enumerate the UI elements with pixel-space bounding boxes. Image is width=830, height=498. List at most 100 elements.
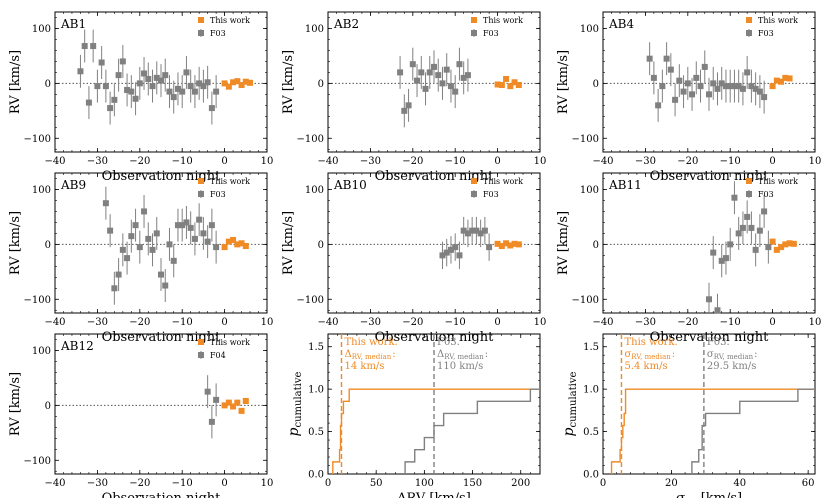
data-point [405,102,412,109]
panel-label: AB10 [333,178,367,192]
data-point [782,74,789,81]
series-this-work [494,75,522,90]
x-tick-label: 0 [221,317,227,328]
x-tick-label: 20 [665,478,678,489]
y-axis-label: RV [km/s] [8,372,23,436]
data-point [191,88,198,95]
y-tick-label: −100 [24,295,51,306]
data-point [136,80,143,87]
x-tick-label: 0 [600,478,606,489]
data-point [115,271,122,278]
y-axis-label: RV [km/s] [8,50,23,114]
data-point [744,213,751,220]
data-point [242,78,249,85]
data-point [503,75,510,82]
y-tick-label: 100 [32,185,51,196]
data-point [225,399,232,406]
data-point [418,69,425,76]
x-tick-label: −20 [129,478,150,489]
x-tick-label: 50 [370,478,383,489]
data-point [727,83,734,90]
y-axis-label: RV [km/s] [556,211,571,275]
legend-marker [471,178,477,184]
y-axis-label: RV [km/s] [281,50,296,114]
data-point [507,242,514,249]
median-subscript: RV, median [714,353,754,361]
y-tick-label: 100 [305,24,324,35]
y-label-sub: cumulative [293,371,304,427]
x-tick-label: −10 [172,478,193,489]
median-annotation-symbol: σRV, median: [624,349,675,361]
data-point [200,230,207,237]
data-point [452,88,459,95]
data-point [706,91,712,98]
data-point [714,85,721,92]
legend-marker [471,30,477,36]
data-point [107,227,114,234]
data-point [90,43,97,50]
legend-label: F04 [210,351,226,360]
data-point [748,83,755,90]
median-subscript: RV, median [352,353,392,361]
y-tick-label: 0.5 [583,427,599,438]
legend: This work F03 [471,177,523,199]
x-tick-label: −30 [87,478,108,489]
x-label-unit: [km/s] [701,491,742,498]
data-point [204,79,211,86]
data-point [85,99,92,106]
data-point [447,83,454,90]
data-point [752,246,759,253]
x-tick-label: −20 [129,156,150,167]
data-point [667,66,674,73]
data-point [77,68,84,75]
y-tick-label: −100 [297,295,324,306]
data-point [456,61,463,68]
data-point [706,296,712,303]
data-point [111,285,118,292]
data-point [452,244,459,251]
y-tick-label: 1.5 [308,342,324,353]
y-axis-label: RV [km/s] [281,211,296,275]
data-point [761,208,768,215]
x-tick-label: 40 [733,478,746,489]
data-point [174,85,181,92]
y-tick-label: 1.0 [583,385,599,396]
data-point [409,61,416,68]
data-point [494,240,501,247]
legend-label: F03 [483,190,499,199]
median-colon: : [672,349,675,360]
data-point [507,83,514,90]
data-point [81,43,88,50]
x-tick-label: 10 [534,156,547,167]
median-symbol: σ [624,349,631,360]
x-tick-label: 0 [494,317,500,328]
median-annotation-title: F03. [707,337,730,348]
panel-label: AB1 [60,17,86,31]
x-tick-label: −30 [360,156,381,167]
median-colon: : [754,349,757,360]
data-point [102,83,109,90]
median-annotation-symbol: ΔRV, median: [344,349,395,361]
y-tick-label: 0 [45,401,51,412]
data-point [735,230,742,237]
data-point [107,105,114,112]
cdf-step-line-f03 [404,388,540,474]
cdf-step-line-this-work [610,388,815,474]
legend-marker [198,352,204,358]
x-tick-label: 10 [261,317,274,328]
axes-frame-AB12 [54,333,268,475]
legend-marker [198,339,204,345]
data-point [132,95,139,102]
data-point [158,271,164,278]
legend-label: F03 [483,29,499,38]
data-point [464,72,471,79]
data-point [128,88,135,95]
x-tick-label: −20 [677,317,698,328]
data-point [769,83,776,90]
data-point [752,85,759,92]
x-tick-label: 10 [809,156,822,167]
legend-label: This work [758,16,798,25]
y-tick-label: −100 [572,295,599,306]
data-point [242,397,249,404]
x-axis-label: ΔRV [km/s] [397,491,471,498]
